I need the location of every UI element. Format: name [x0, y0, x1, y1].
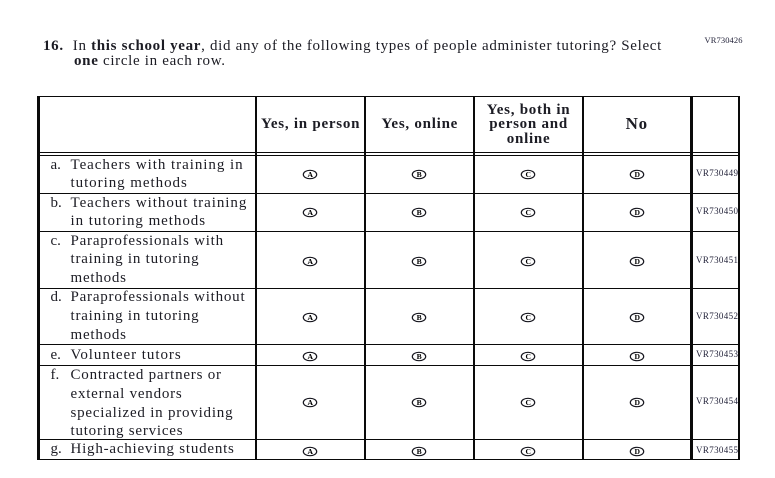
svg-text:B: B — [417, 257, 422, 266]
svg-text:D: D — [634, 257, 640, 266]
svg-text:A: A — [307, 170, 313, 179]
svg-text:B: B — [417, 313, 422, 322]
svg-text:A: A — [307, 257, 313, 266]
svg-text:C: C — [525, 208, 530, 217]
svg-text:B: B — [417, 208, 422, 217]
svg-text:B: B — [417, 351, 422, 360]
svg-text:A: A — [307, 313, 313, 322]
svg-text:C: C — [525, 257, 530, 266]
svg-text:D: D — [634, 313, 640, 322]
svg-text:C: C — [525, 351, 530, 360]
svg-text:D: D — [634, 170, 640, 179]
svg-text:A: A — [307, 398, 313, 407]
svg-text:C: C — [525, 398, 530, 407]
svg-text:C: C — [525, 313, 530, 322]
svg-text:B: B — [417, 447, 422, 456]
svg-text:A: A — [307, 351, 313, 360]
svg-text:D: D — [634, 208, 640, 217]
svg-text:D: D — [634, 447, 640, 456]
svg-text:D: D — [634, 398, 640, 407]
svg-text:B: B — [417, 398, 422, 407]
svg-text:C: C — [525, 170, 530, 179]
svg-text:A: A — [307, 447, 313, 456]
svg-text:B: B — [417, 170, 422, 179]
svg-text:D: D — [634, 351, 640, 360]
svg-text:A: A — [307, 208, 313, 217]
svg-text:C: C — [525, 447, 530, 456]
